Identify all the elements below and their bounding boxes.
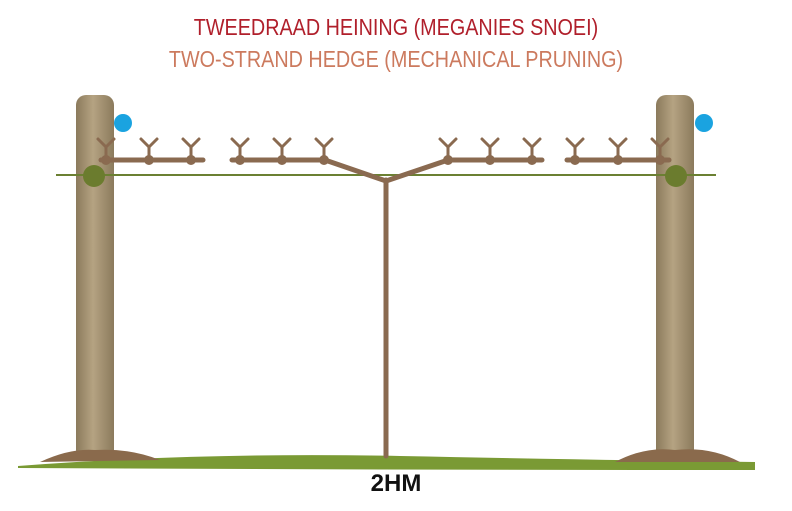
spur-nodes — [101, 155, 665, 165]
left-top-wire-clip — [114, 114, 132, 132]
left-cordon-arm — [229, 157, 389, 184]
spur-node — [613, 155, 623, 165]
right-post — [656, 95, 694, 460]
spacing-label: 2HM — [370, 470, 422, 497]
spur-node — [485, 155, 495, 165]
left-post-mound — [40, 449, 160, 462]
ground — [18, 455, 755, 470]
spur-node — [144, 155, 154, 165]
spur-node — [277, 155, 287, 165]
spur-node — [186, 155, 196, 165]
right-top-wire-clip — [695, 114, 713, 132]
right-cordon-arm — [383, 157, 545, 184]
spur-node — [235, 155, 245, 165]
spur-node — [655, 155, 665, 165]
spur-node — [527, 155, 537, 165]
spur-node — [319, 155, 329, 165]
left-wire-anchor — [83, 165, 105, 187]
left-post — [76, 95, 114, 460]
right-wire-anchor — [665, 165, 687, 187]
spur-node — [443, 155, 453, 165]
right-post-mound — [615, 449, 740, 462]
title-afrikaans: TWEEDRAAD HEINING (MEGANIES SNOEI) — [193, 14, 599, 40]
spur-node — [101, 155, 111, 165]
spurs — [96, 137, 670, 162]
vine — [98, 157, 672, 459]
title-english: TWO-STRAND HEDGE (MECHANICAL PRUNING) — [168, 46, 624, 72]
spur-node — [570, 155, 580, 165]
